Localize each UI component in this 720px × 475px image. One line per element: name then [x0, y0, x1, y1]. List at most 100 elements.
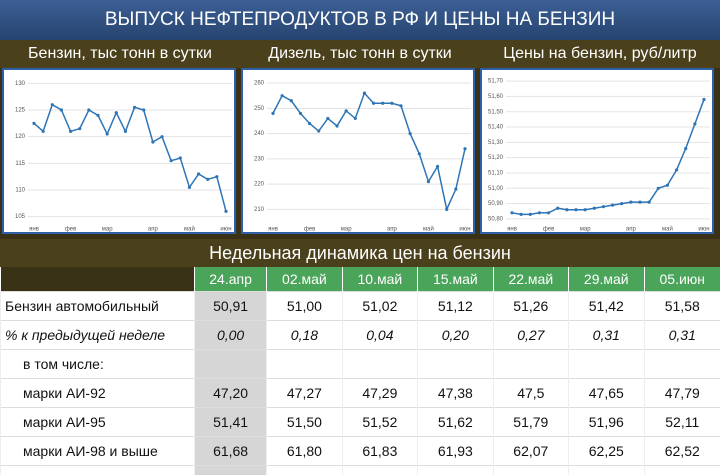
point [583, 208, 587, 212]
y-tick-label: 220 [254, 182, 265, 188]
table-cell: 51,26 [492, 291, 569, 321]
point [206, 177, 210, 181]
x-tick-label: апр [387, 227, 398, 233]
table-row: в том числе: [0, 349, 720, 379]
x-tick-label: фев [543, 227, 554, 233]
point [693, 122, 697, 126]
point [289, 99, 293, 103]
y-tick-label: 51,50 [488, 109, 504, 115]
empty-cell [643, 349, 720, 379]
row-label: Дизельное топливо [0, 465, 195, 475]
y-tick-label: 210 [254, 207, 265, 213]
point [656, 186, 660, 190]
point [215, 175, 219, 179]
y-tick-label: 51,10 [488, 171, 504, 177]
table-cell: 58,13 [492, 465, 569, 475]
table-cell: 61,93 [417, 436, 494, 466]
x-tick-label: янв [507, 227, 517, 233]
point [32, 121, 36, 125]
point [344, 109, 348, 113]
table-cell: 0,00 [193, 320, 267, 350]
column-header: 05.июн [643, 267, 720, 292]
table-cell: 51,79 [492, 407, 569, 437]
column-header: 24.апр [193, 267, 267, 292]
point [123, 129, 128, 133]
point [50, 103, 54, 107]
column-header: 02.май [266, 267, 343, 292]
table-cell: 51,02 [341, 291, 418, 321]
x-tick-label: мар [102, 227, 113, 233]
table-cell: 47,29 [341, 378, 418, 408]
point [371, 101, 376, 105]
y-tick-label: 250 [254, 106, 265, 112]
point [280, 94, 284, 98]
point [114, 111, 118, 115]
table-cell: 58,17 [193, 465, 267, 475]
table-cell: 51,50 [266, 407, 343, 437]
point [362, 91, 367, 95]
point [307, 121, 312, 126]
y-tick-label: 51,20 [488, 155, 504, 161]
column-header: 29.май [568, 267, 645, 292]
point [574, 208, 578, 212]
table-title: Недельная динамика цен на бензин [0, 239, 720, 267]
empty-cell [193, 349, 267, 379]
point [399, 104, 403, 108]
point [684, 146, 688, 151]
row-label: марки АИ-95 [0, 407, 195, 437]
point [298, 111, 303, 115]
line [33, 103, 227, 212]
y-tick-label: 51,60 [488, 94, 504, 100]
x-tick-label: янв [29, 227, 39, 233]
empty-cell [266, 349, 343, 379]
point [426, 179, 431, 184]
x-tick-label: июн [698, 227, 709, 233]
x-tick-label: май [662, 226, 673, 233]
table-row: Бензин автомобильный 50,91 51,00 51,02 51,12… [0, 291, 720, 321]
point [151, 140, 155, 144]
table-cell: 51,00 [266, 291, 343, 321]
table-cell: 47,65 [568, 378, 645, 408]
point [528, 212, 532, 216]
x-tick-label: июн [220, 227, 231, 233]
empty-cell [568, 349, 645, 379]
point [638, 200, 642, 204]
table-cell: 0,18 [266, 320, 343, 350]
y-tick-label: 230 [254, 156, 265, 162]
y-tick-label: 130 [15, 81, 26, 87]
empty-cell [341, 349, 418, 379]
point [435, 164, 440, 169]
empty-cell [492, 349, 569, 379]
x-tick-label: апр [626, 227, 637, 233]
main-title: ВЫПУСК НЕФТЕПРОДУКТОВ В РФ И ЦЕНЫ НА БЕН… [0, 0, 720, 40]
y-tick-label: 50,90 [488, 201, 504, 207]
point [87, 108, 91, 112]
table-row: % к предыдущей неделе 0,00 0,18 0,04 0,20 0,2… [0, 320, 720, 350]
point [96, 113, 100, 117]
x-tick-label: апр [148, 227, 159, 233]
table-cell: 47,38 [417, 378, 494, 408]
table-cell: 51,62 [417, 407, 494, 437]
header-row: 24.апр 02.май 10.май 15.май 22.май 29.май 05.и… [0, 267, 720, 292]
point [390, 101, 394, 105]
point [519, 212, 523, 216]
y-tick-label: 110 [15, 188, 25, 194]
point [417, 152, 421, 156]
point [78, 127, 82, 131]
chart-title: Бензин, тыс тонн в сутки [28, 45, 212, 62]
point [463, 147, 467, 151]
y-tick-label: 120 [15, 134, 26, 140]
table-cell: 51,58 [643, 291, 720, 321]
table-cell: 0,04 [341, 320, 418, 350]
point [271, 111, 275, 115]
chart: 105 110 115 120 125 130 янв фев мар апр май июн [2, 68, 236, 234]
column-header: 15.май [417, 267, 494, 292]
table-cell: 50,91 [193, 291, 267, 321]
header-cell [0, 267, 195, 292]
table-cell: 0,31 [568, 320, 645, 350]
point [335, 124, 339, 128]
y-tick-label: 105 [15, 214, 26, 220]
table-cell: 58,10 [417, 465, 494, 475]
y-tick-label: 51,40 [488, 125, 504, 131]
point [629, 200, 633, 204]
